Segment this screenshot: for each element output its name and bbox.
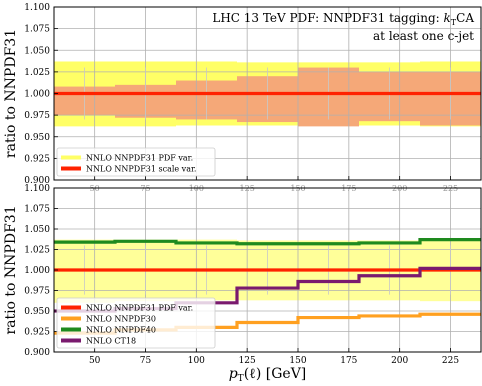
bot-ytick-label-8: 1.100: [24, 184, 50, 194]
top-annotation-line1: LHC 13 TeV PDF: NNPDF31 tagging: kTCA: [212, 11, 474, 27]
x-label-sub: T: [238, 374, 244, 384]
top-annotation-line2: at least one c-jet: [373, 29, 474, 43]
top-ytick-label-8: 1.100: [24, 3, 50, 13]
bot-xtick-label-3: 125: [239, 356, 256, 366]
bot-xtick-label-0: 50: [89, 356, 101, 366]
bot-ytick-label-7: 1.075: [24, 205, 50, 215]
top-ytick-label-4: 1.000: [24, 90, 50, 100]
bot-legend-label-3: NNLO CT18: [86, 337, 136, 346]
bot-ytick-label-5: 1.025: [24, 246, 50, 256]
annotation-k: k: [444, 11, 451, 25]
bot-legend-label-1: NNLO NNPDF30: [86, 315, 156, 324]
top-ytick-label-1: 0.925: [24, 154, 50, 164]
bot-xtick-label-1: 75: [140, 356, 152, 366]
top-ytick-label-6: 1.050: [24, 46, 50, 56]
top-ytick-label-5: 1.025: [24, 68, 50, 78]
annotation-prefix: LHC 13 TeV PDF: NNPDF31 tagging:: [212, 11, 443, 25]
bot-ytick-label-0: 0.900: [24, 348, 50, 358]
bot-ytick-label-1: 0.925: [24, 328, 50, 338]
top-ytick-label-7: 1.075: [24, 25, 50, 35]
bottom-y-ticks: 0.900 0.925 0.950 0.975 1.000 1.025 1.050 1.075…: [24, 184, 58, 358]
top-y-ticks: 0.900 0.925 0.950 0.975 1.000 1.025 1.050 1.075…: [24, 3, 58, 186]
top-x-ticks: 50 75 100 125 150 175 200 225: [90, 176, 458, 193]
bottom-legend: NNLO NNPDF31 PDF var. NNLO NNPDF30 NNLO NN…: [56, 297, 216, 349]
bot-legend-box: [56, 297, 216, 349]
bot-legend-label-0: NNLO NNPDF31 PDF var.: [86, 304, 193, 313]
top-panel: 0.900 0.925 0.950 0.975 1.000 1.025 1.050 1.075…: [3, 3, 482, 193]
bot-ytick-label-2: 0.950: [24, 307, 50, 317]
bottom-x-ticks: 50 75 100 125 150 175 200 225: [89, 348, 459, 366]
bot-xtick-label-5: 175: [340, 356, 357, 366]
x-label-p: p: [229, 366, 238, 382]
bot-ytick-label-4: 1.000: [24, 266, 50, 276]
x-label-rest: (ℓ) [GeV]: [244, 366, 307, 382]
annotation-k-sub: T: [451, 18, 457, 27]
top-legend-box: [56, 147, 216, 177]
top-legend-label-0: NNLO NNPDF31 PDF var.: [86, 154, 193, 163]
top-ytick-label-3: 0.975: [24, 111, 50, 121]
bot-ytick-label-3: 0.975: [24, 287, 50, 297]
top-legend-label-1: NNLO NNPDF31 scale var.: [86, 165, 196, 174]
bottom-frame: [53, 187, 482, 353]
bot-xtick-label-2: 100: [188, 356, 205, 366]
top-y-axis-label: ratio to NNPDF31: [3, 29, 19, 158]
bottom-panel: 0.900 0.925 0.950 0.975 1.000 1.025 1.050 1.075…: [3, 184, 482, 384]
top-frame: [53, 6, 482, 181]
bot-series-nnlo-nnpdf40: [54, 238, 481, 246]
bot-legend-label-2: NNLO NNPDF40: [86, 326, 156, 335]
bot-xtick-label-4: 150: [289, 356, 306, 366]
top-ytick-label-0: 0.900: [24, 176, 50, 186]
x-axis-label: pT(ℓ) [GeV]: [229, 366, 307, 384]
bot-ytick-label-6: 1.050: [24, 225, 50, 235]
bottom-y-axis-label: ratio to NNPDF31: [3, 205, 19, 334]
bot-xtick-label-7: 225: [442, 356, 459, 366]
annotation-suffix: CA: [456, 11, 474, 25]
bot-xtick-label-6: 200: [391, 356, 408, 366]
top-ytick-label-2: 0.950: [24, 133, 50, 143]
top-legend: NNLO NNPDF31 PDF var. NNLO NNPDF31 scale …: [56, 147, 216, 177]
